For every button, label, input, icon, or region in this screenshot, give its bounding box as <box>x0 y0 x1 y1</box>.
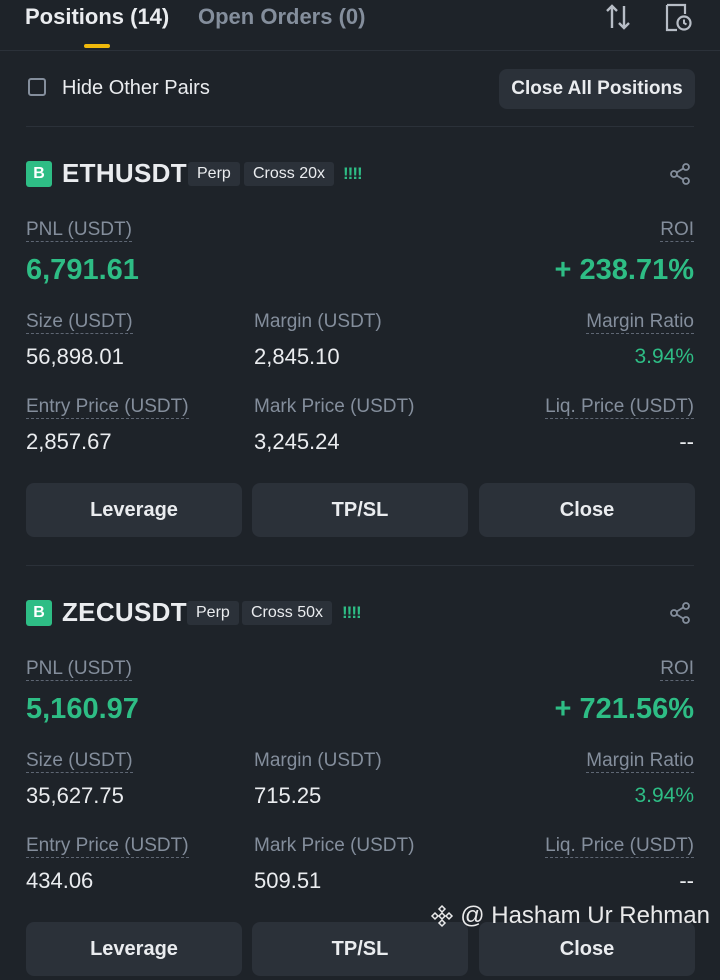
divider <box>26 126 694 127</box>
liq-price-value: -- <box>679 429 694 454</box>
margin-ratio-value: 3.94% <box>634 784 694 807</box>
liq-price-label: Liq. Price (USDT) <box>545 835 694 858</box>
tab-open-orders[interactable]: Open Orders (0) <box>198 4 366 29</box>
signal-strength-icon: !!!! <box>343 164 363 183</box>
share-icon[interactable] <box>668 162 692 186</box>
margin-ratio-label: Margin Ratio <box>586 311 694 334</box>
tpsl-button[interactable]: TP/SL <box>252 922 468 976</box>
mark-price-value: 509.51 <box>254 868 322 893</box>
binance-logo-icon <box>431 904 454 928</box>
perp-tag: Perp <box>187 601 239 625</box>
close-position-button[interactable]: Close <box>479 483 695 537</box>
roi-value: + 238.71% <box>554 254 694 286</box>
leverage-button[interactable]: Leverage <box>26 922 242 976</box>
roi-label: ROI <box>660 658 694 681</box>
position-card-ethusdt: B ETHUSDT Perp Cross 20x !!!! PNL (USDT)… <box>0 158 720 541</box>
watermark: @ Hasham Ur Rehman <box>430 902 710 930</box>
margin-value: 715.25 <box>254 783 322 808</box>
hide-other-pairs-label[interactable]: Hide Other Pairs <box>62 77 210 99</box>
leverage-tag[interactable]: Cross 50x <box>242 601 333 625</box>
binance-badge: B <box>26 600 52 626</box>
active-tab-indicator <box>84 44 110 48</box>
binance-badge: B <box>26 161 52 187</box>
mark-price-label: Mark Price (USDT) <box>254 835 415 856</box>
entry-price-label: Entry Price (USDT) <box>26 835 189 858</box>
pnl-value: 5,160.97 <box>26 693 139 725</box>
signal-strength-icon: !!!! <box>342 603 362 622</box>
sort-icon[interactable] <box>603 2 633 32</box>
entry-price-label: Entry Price (USDT) <box>26 396 189 419</box>
leverage-tag[interactable]: Cross 20x <box>244 162 335 186</box>
size-label: Size (USDT) <box>26 750 133 773</box>
margin-ratio-value: 3.94% <box>634 345 694 368</box>
mark-price-value: 3,245.24 <box>254 429 340 454</box>
entry-price-value: 434.06 <box>26 868 94 893</box>
share-icon[interactable] <box>668 601 692 625</box>
position-symbol[interactable]: ZECUSDT <box>62 597 187 627</box>
position-symbol[interactable]: ETHUSDT <box>62 158 187 188</box>
filter-row: Hide Other Pairs Close All Positions <box>0 62 720 126</box>
divider <box>26 565 694 566</box>
close-all-positions-button[interactable]: Close All Positions <box>499 69 695 109</box>
tab-positions[interactable]: Positions (14) <box>25 4 170 29</box>
perp-tag: Perp <box>188 162 240 186</box>
liq-price-value: -- <box>679 868 694 893</box>
close-position-button[interactable]: Close <box>479 922 695 976</box>
tab-bar: Positions (14) Open Orders (0) <box>0 0 720 51</box>
entry-price-value: 2,857.67 <box>26 429 112 454</box>
watermark-text: @ Hasham Ur Rehman <box>460 902 710 929</box>
liq-price-label: Liq. Price (USDT) <box>545 396 694 419</box>
hide-other-pairs-checkbox[interactable] <box>28 78 46 96</box>
margin-value: 2,845.10 <box>254 344 340 369</box>
size-value: 56,898.01 <box>26 344 124 369</box>
roi-label: ROI <box>660 219 694 242</box>
margin-label: Margin (USDT) <box>254 311 382 332</box>
pnl-label: PNL (USDT) <box>26 658 132 681</box>
margin-ratio-label: Margin Ratio <box>586 750 694 773</box>
roi-value: + 721.56% <box>554 693 694 725</box>
size-value: 35,627.75 <box>26 783 124 808</box>
leverage-button[interactable]: Leverage <box>26 483 242 537</box>
size-label: Size (USDT) <box>26 311 133 334</box>
tpsl-button[interactable]: TP/SL <box>252 483 468 537</box>
pnl-value: 6,791.61 <box>26 254 139 286</box>
mark-price-label: Mark Price (USDT) <box>254 396 415 417</box>
margin-label: Margin (USDT) <box>254 750 382 771</box>
pnl-label: PNL (USDT) <box>26 219 132 242</box>
history-icon[interactable] <box>663 2 693 32</box>
